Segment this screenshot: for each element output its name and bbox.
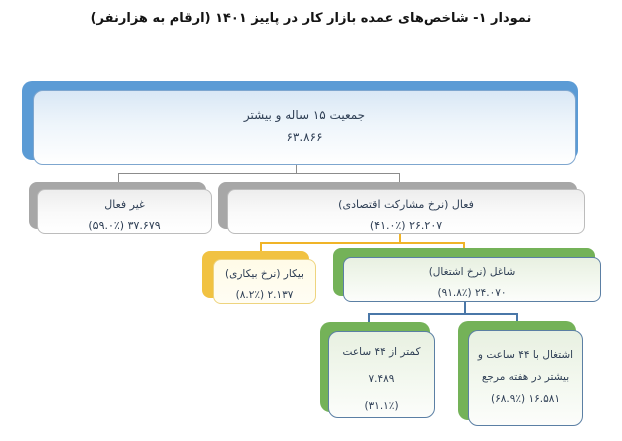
node-active: فعال (نرخ مشارکت اقتصادی) ۲۶.۲۰۷ (۴۱.۰٪) [227,189,585,234]
population-label: جمعیت ۱۵ ساله و بیشتر [243,108,366,122]
inactive-label: غیر فعال [104,198,145,211]
over44-value: ۱۶.۵۸۱ (۶۸.۹٪) [491,393,560,405]
connector-to-over44 [516,313,518,322]
node-over-44-hours: اشتغال با ۴۴ ساعت و بیشتر در هفته مرجع ۱… [468,330,583,426]
employed-value: ۲۴.۰۷۰ (۹۱.۸٪) [437,287,507,299]
connector-to-under44 [368,313,370,324]
node-under-44-hours: کمتر از ۴۴ ساعت ۷.۴۸۹ (۳۱.۱٪) [328,331,435,418]
active-label: فعال (نرخ مشارکت اقتصادی) [338,198,474,211]
connector-to-employed [463,242,465,250]
connector-to-inactive [118,173,119,184]
active-value: ۲۶.۲۰۷ (۴۱.۰٪) [369,219,443,232]
node-unemployed: بیکار (نرخ بیکاری) ۲.۱۳۷ (۸.۲٪) [213,259,316,304]
node-population: جمعیت ۱۵ ساله و بیشتر ۶۳.۸۶۶ [33,90,576,165]
connector-to-unemployed [260,242,262,253]
connector-to-active [399,173,400,184]
unemployed-value: ۲.۱۳۷ (۸.۲٪) [235,289,294,301]
node-employed: شاغل (نرخ اشتغال) ۲۴.۰۷۰ (۹۱.۸٪) [343,257,601,302]
node-inactive: غیر فعال ۳۷.۶۷۹ (۵۹.۰٪) [37,189,212,234]
over44-label-line1: اشتغال با ۴۴ ساعت و [477,349,574,361]
employed-label: شاغل (نرخ اشتغال) [428,266,516,278]
under44-value: ۷.۴۸۹ [368,373,395,385]
inactive-value: ۳۷.۶۷۹ (۵۹.۰٪) [88,219,161,232]
unemployed-label: بیکار (نرخ بیکاری) [225,268,304,280]
over44-label-line2: بیشتر در هفته مرجع [481,371,570,383]
population-value: ۶۳.۸۶۶ [286,130,323,144]
connector-active-crossbar [260,242,465,244]
connector-population-crossbar [118,173,400,174]
figure-title: نمودار ۱- شاخص‌های عمده بازار کار در پای… [90,11,532,26]
connector-population-stem [296,165,297,174]
connector-employed-crossbar [368,313,518,315]
under44-percent: (۳۱.۱٪) [364,400,399,412]
connector-active-stem [399,234,401,244]
under44-label: کمتر از ۴۴ ساعت [342,346,421,358]
connector-employed-stem [464,302,466,314]
